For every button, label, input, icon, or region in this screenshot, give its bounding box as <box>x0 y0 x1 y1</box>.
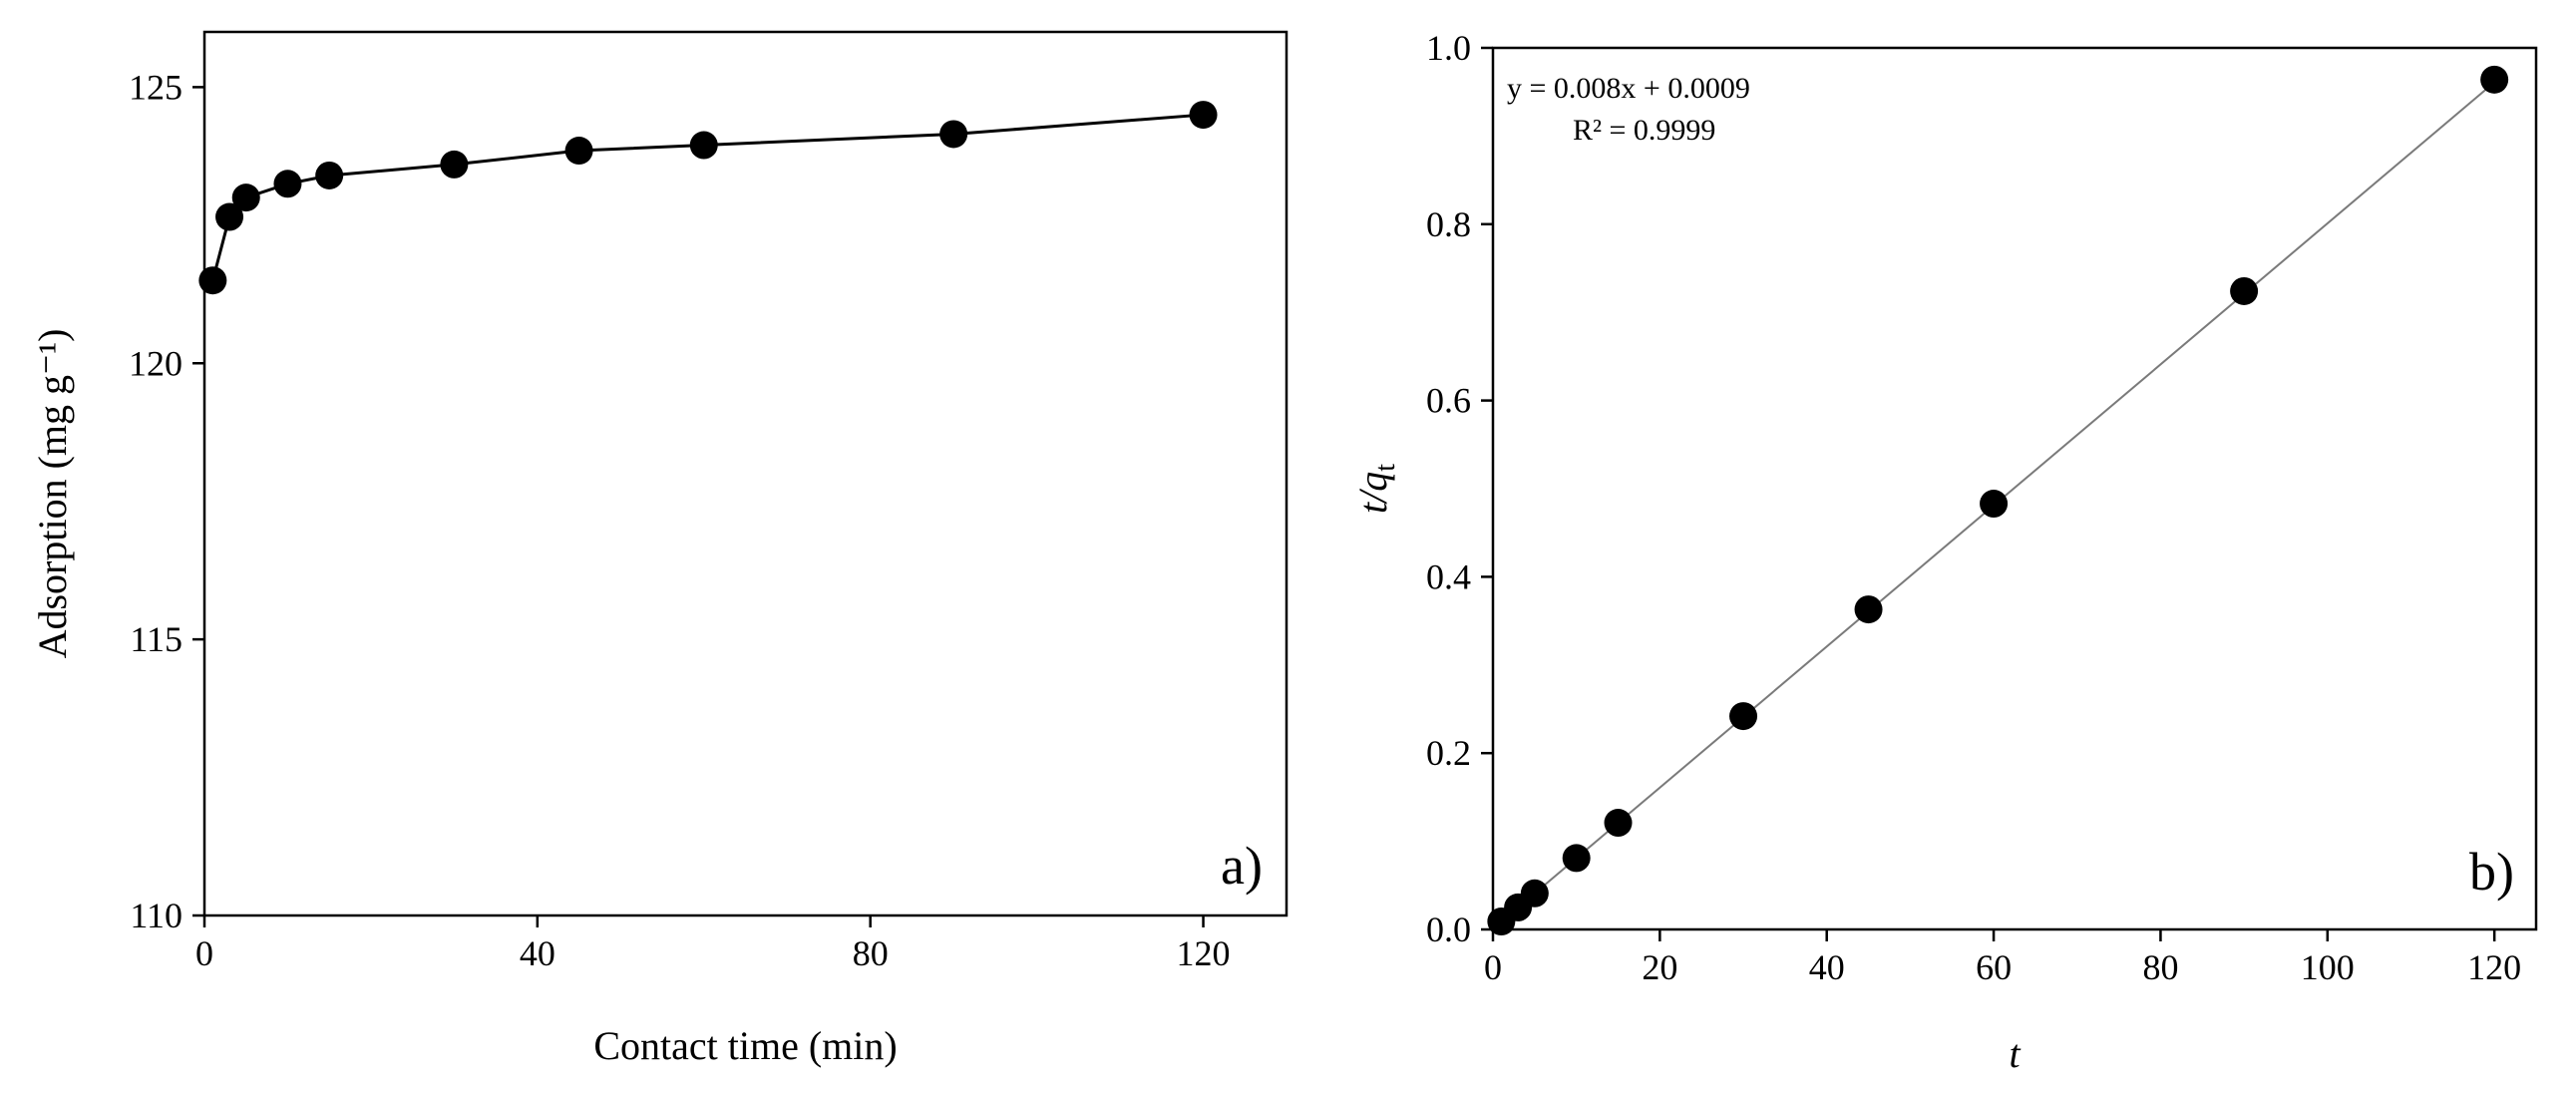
panel-a-label: a) <box>1221 836 1263 896</box>
panel-b-data-point <box>1562 844 1591 873</box>
panel-a-data-point <box>939 120 968 149</box>
panel-a-y-tick-label: 125 <box>129 67 183 107</box>
panel-b-y-tick-label: 0.0 <box>1426 910 1471 949</box>
panel-b-data-point <box>1729 702 1758 731</box>
panel-a-ticks: 0 40 80 120 110 115 120 125 <box>129 67 1231 973</box>
panel-a-x-tick-label: 120 <box>1177 933 1231 973</box>
panel-a-plot-frame <box>202 30 1288 917</box>
panel-a-x-tick-label: 40 <box>520 933 555 973</box>
panel-a-y-tick-label: 115 <box>130 619 183 659</box>
panel-a-series <box>198 101 1218 295</box>
panel-b-data-point <box>2230 276 2259 305</box>
panel-b-y-tick-label: 1.0 <box>1426 28 1471 68</box>
panel-a-data-point <box>273 170 302 198</box>
panel-b-y-tick-label: 0.2 <box>1426 733 1471 773</box>
panel-b-data-point <box>1520 879 1549 908</box>
panel-a-data-point <box>215 202 244 231</box>
panel-b-x-axis-title: t <box>2009 1031 2021 1076</box>
panel-b-fit-equation: y = 0.008x + 0.0009 <box>1507 72 1750 105</box>
panel-a-y-tick-label: 120 <box>129 343 183 383</box>
panel-a-data-point <box>198 266 227 295</box>
panel-a-y-axis-title: Adsorption (mg g⁻¹) <box>30 329 75 659</box>
panel-b-x-tick-label: 120 <box>2467 947 2521 987</box>
panel-b-x-tick-label: 100 <box>2301 947 2355 987</box>
panel-b-y-axis-title: t/qt <box>1350 464 1401 514</box>
panel-b-y-axis-title-sub: t <box>1370 464 1401 472</box>
panel-a-y-tick-label: 110 <box>130 896 183 935</box>
panel-b-y-tick-label: 0.8 <box>1426 204 1471 244</box>
panel-b-label: b) <box>2469 842 2514 902</box>
panel-a-data-point <box>315 161 344 189</box>
panel-a-data-point <box>1189 101 1218 130</box>
panel-b-x-tick-label: 60 <box>1976 947 2012 987</box>
panel-b-ticks: 0 20 40 60 80 100 120 0.0 0.2 0.4 0.6 0.8 1.0 <box>1426 28 2521 987</box>
panel-b-x-tick-label: 0 <box>1484 947 1502 987</box>
panel-b-fit-r2: R² = 0.9999 <box>1573 114 1715 147</box>
panel-b-data-point <box>1604 809 1633 838</box>
panel-b-data-point <box>1854 595 1883 624</box>
panel-a-x-tick-label: 80 <box>853 933 889 973</box>
panel-b-y-tick-label: 0.4 <box>1426 556 1471 596</box>
panel-a-data-point <box>231 183 260 212</box>
panel-b-data-point <box>2480 65 2509 94</box>
panel-a-x-tick-label: 0 <box>195 933 213 973</box>
panel-a-data-point <box>689 131 718 160</box>
panel-b-x-tick-label: 20 <box>1642 947 1677 987</box>
panel-b-plot-frame <box>1491 46 2538 931</box>
panel-b-x-tick-label: 40 <box>1809 947 1845 987</box>
panel-b-series <box>1487 65 2509 936</box>
panel-b-x-tick-label: 80 <box>2142 947 2178 987</box>
panel-a-data-point <box>564 137 593 166</box>
panel-b-y-tick-label: 0.6 <box>1426 381 1471 421</box>
panel-b: 0 20 40 60 80 100 120 0.0 0.2 0.4 0.6 0.8 1.0 y = 0.… <box>1350 28 2538 1076</box>
panel-a-x-axis-title: Contact time (min) <box>593 1023 897 1068</box>
panel-b-y-axis-title-main: t/q <box>1350 472 1395 514</box>
panel-a-data-point <box>440 150 469 179</box>
panel-b-data-point <box>1980 490 2009 519</box>
